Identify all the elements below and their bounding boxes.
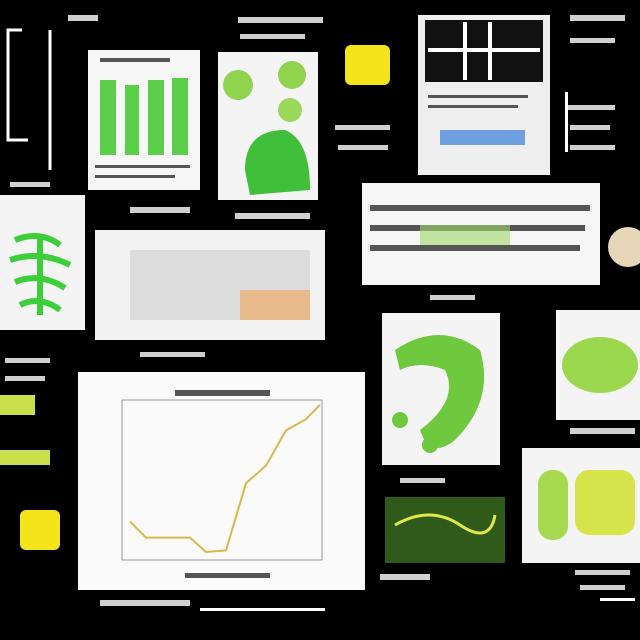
panel-window	[418, 15, 550, 175]
chart-panel	[78, 372, 365, 590]
panel-bars	[95, 230, 325, 340]
side-items	[0, 395, 50, 465]
bracket	[6, 28, 52, 170]
badge	[20, 510, 60, 550]
panel-leaf	[556, 310, 640, 420]
panel-cylinders	[522, 448, 640, 563]
panel-columns	[88, 50, 200, 190]
panel-text	[362, 183, 600, 285]
scribbles	[5, 15, 635, 611]
panel-ribs	[0, 195, 85, 330]
panel-blobs	[218, 52, 318, 200]
data-line	[129, 404, 321, 554]
circle	[608, 227, 640, 267]
panel-strands	[385, 497, 505, 563]
line-chart	[129, 404, 321, 554]
panel-spiral	[382, 313, 500, 465]
badge	[345, 45, 390, 85]
